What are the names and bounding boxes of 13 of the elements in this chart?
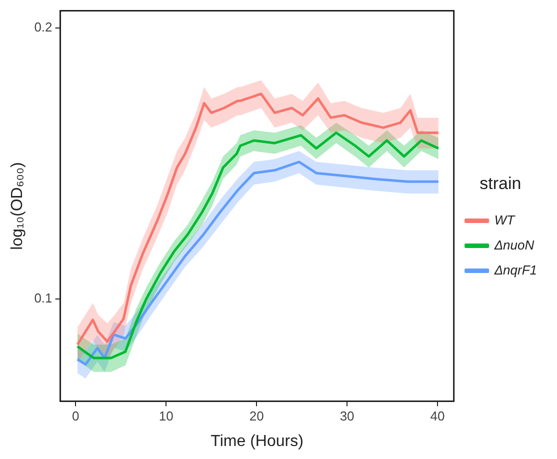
x-tick-label: 20 bbox=[249, 408, 264, 424]
y-axis-title: log₁₀(OD₆₀₀) bbox=[9, 162, 26, 250]
y-tick-label: 0.2 bbox=[34, 20, 52, 35]
x-tick-label: 40 bbox=[430, 408, 445, 424]
legend-label: ΔnqrF1 bbox=[493, 262, 538, 278]
legend-label: WT bbox=[494, 212, 516, 228]
x-tick-label: 30 bbox=[340, 408, 354, 424]
x-tick-label: 0 bbox=[72, 408, 80, 424]
x-tick-label: 10 bbox=[158, 408, 174, 424]
y-tick-label: 0.1 bbox=[34, 290, 52, 306]
x-axis-title: Time (Hours) bbox=[210, 432, 304, 450]
legend-title: strain bbox=[480, 174, 522, 193]
legend-label: ΔnuoN bbox=[493, 237, 535, 252]
